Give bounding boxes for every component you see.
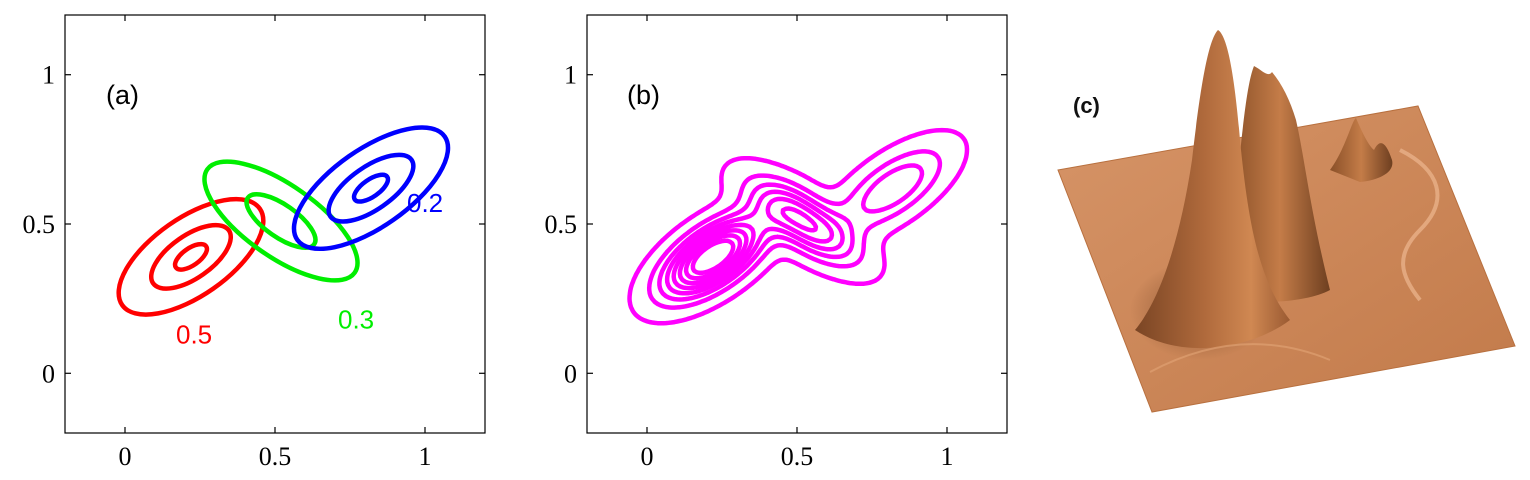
contour-line [646,149,943,310]
x-tick-label: 0.5 [781,442,814,471]
panel-label: (a) [106,80,139,110]
weight-label: 0.3 [338,305,374,335]
y-tick-label: 0.5 [23,210,56,239]
panel-a: 0 0.5 1 0 0.5 1 (a) 0.5 0.3 0.2 [23,14,486,471]
contour-line [690,238,736,276]
weight-label: 0.5 [176,319,212,349]
surface-small-peak [1330,118,1393,182]
weight-label: 0.2 [407,188,443,218]
contour-line [683,233,743,281]
contour-line [291,125,451,252]
surface-ridge-curve [1399,148,1440,302]
y-tick-label: 1 [42,61,55,90]
y-tick-label: 1 [564,61,577,90]
contour-line [671,196,835,291]
surface-ripple [1149,343,1331,373]
contour-line [148,222,234,291]
panel-c-surface: (c) [1057,30,1516,413]
y-tick-label: 0 [564,359,577,388]
contour-line [657,163,925,302]
weight-label-group: 0.5 0.3 0.2 [176,188,443,349]
x-tick-label: 0 [119,442,132,471]
contour-group [627,127,970,326]
tick-group: 0 0.5 1 0 0.5 1 [545,15,1007,471]
contour-group [116,125,451,317]
panel-label: (b) [627,80,660,110]
contour-line [326,152,416,224]
contour-line [627,127,970,326]
tick-group: 0 0.5 1 0 0.5 1 [23,15,485,471]
y-tick-label: 0 [42,359,55,388]
x-tick-label: 1 [941,442,954,471]
contour-line [116,196,266,317]
contour-line [172,241,210,272]
axes-frame [64,14,486,434]
x-tick-label: 0.5 [259,442,292,471]
contour-line [677,206,819,286]
x-tick-label: 0 [641,442,654,471]
contour-line [202,159,360,283]
panel-label: (c) [1073,93,1100,118]
contour-line [351,172,391,204]
contour-line [664,189,845,296]
panel-b: 0 0.5 1 0 0.5 1 (b) [545,14,1008,471]
x-tick-label: 1 [419,442,432,471]
surface-main-peak [1135,30,1290,349]
y-tick-label: 0.5 [545,210,578,239]
contour-line [244,192,318,250]
